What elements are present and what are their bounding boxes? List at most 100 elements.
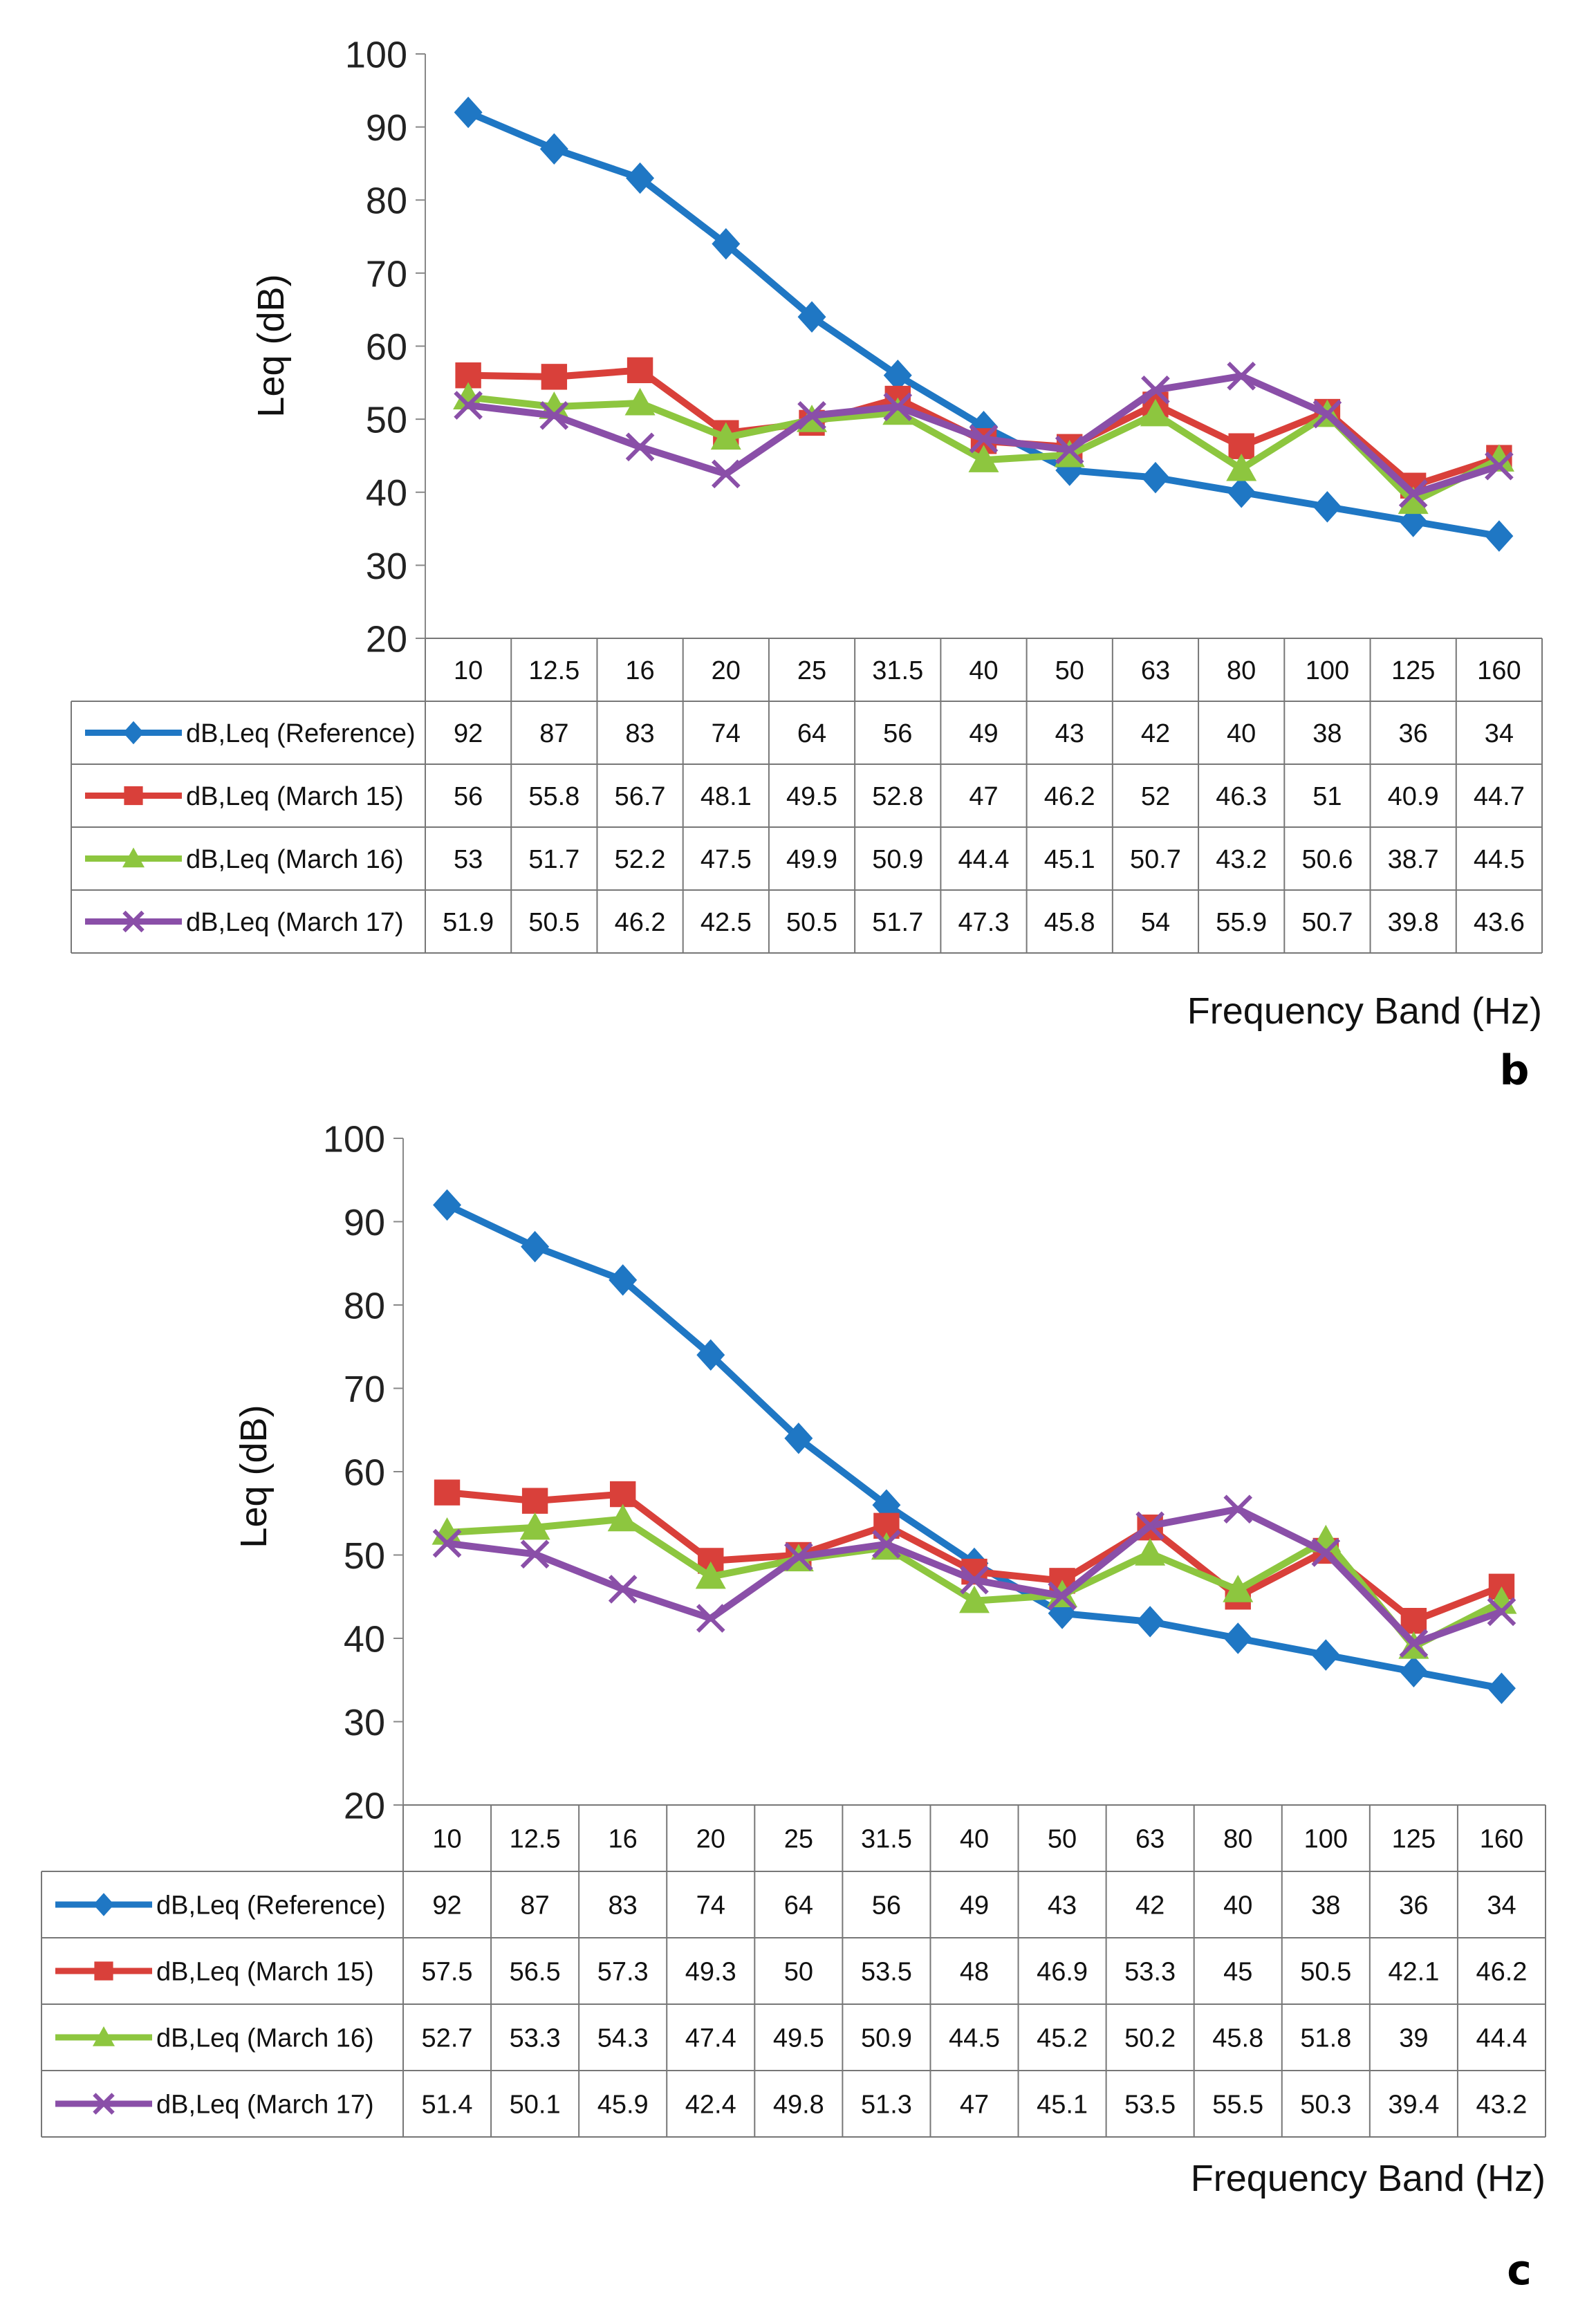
- table-value-cell: 51.4: [422, 2091, 473, 2120]
- table-value-cell: 46.3: [1216, 782, 1267, 811]
- y-tick-label: 70: [366, 253, 407, 295]
- x-category-label: 40: [960, 1825, 989, 1854]
- data-point: [454, 96, 483, 129]
- table-value-cell: 50.5: [528, 908, 579, 937]
- panel-label: b: [1500, 1046, 1530, 1095]
- table-value-cell: 43: [1055, 719, 1084, 748]
- table-value-cell: 50.7: [1130, 845, 1181, 874]
- table-value-cell: 53.3: [510, 2024, 561, 2053]
- data-point: [454, 391, 483, 420]
- y-tick-label: 60: [366, 326, 407, 368]
- table-value-cell: 53.5: [1124, 2091, 1176, 2120]
- x-category-label: 125: [1392, 1825, 1436, 1854]
- table-value-cell: 38.7: [1388, 845, 1439, 874]
- table-value-cell: 54: [1141, 908, 1170, 937]
- x-category-label: 10: [432, 1825, 461, 1854]
- table-value-cell: 34: [1485, 719, 1514, 748]
- data-point: [627, 357, 653, 384]
- table-value-cell: 50.5: [1300, 1958, 1351, 1987]
- table-value-cell: 52.2: [615, 845, 666, 874]
- table-value-cell: 54.3: [597, 2024, 649, 2053]
- data-point: [1312, 491, 1342, 523]
- data-point: [1226, 453, 1257, 481]
- y-tick-label: 80: [366, 180, 407, 222]
- x-category-label: 80: [1227, 656, 1256, 685]
- y-tick-label: 40: [344, 1618, 385, 1660]
- y-tick-label: 50: [366, 400, 407, 441]
- table-value-cell: 51.7: [528, 845, 579, 874]
- legend-key-marker: [93, 2026, 115, 2046]
- x-category-label: 160: [1480, 1825, 1523, 1854]
- data-point: [1141, 461, 1170, 494]
- table-value-cell: 45.8: [1212, 2024, 1263, 2053]
- data-point: [434, 1479, 461, 1506]
- table-value-cell: 52.7: [422, 2024, 473, 2053]
- legend-key-marker: [122, 721, 145, 745]
- data-point: [882, 397, 913, 425]
- data-point: [1485, 451, 1514, 481]
- data-point: [624, 387, 656, 416]
- data-point: [797, 301, 826, 333]
- table-value-cell: 45.1: [1044, 845, 1095, 874]
- table-value-cell: 50.2: [1124, 2024, 1176, 2053]
- table-value-cell: 40: [1223, 1891, 1252, 1920]
- data-point: [539, 401, 569, 430]
- table-value-cell: 56.7: [615, 782, 666, 811]
- data-point: [1312, 399, 1342, 429]
- table-value-cell: 83: [625, 719, 654, 748]
- table-value-cell: 42: [1135, 1891, 1164, 1920]
- table-value-cell: 50.3: [1300, 2091, 1351, 2120]
- table-value-cell: 51.7: [872, 908, 923, 937]
- data-table: [41, 1804, 1546, 2138]
- x-category-label: 50: [1048, 1825, 1077, 1854]
- y-axis-title: Leq (dB): [250, 274, 292, 417]
- table-value-cell: 46.2: [1476, 1958, 1527, 1987]
- table-value-cell: 55.8: [528, 782, 579, 811]
- x-axis-title: Frequency Band (Hz): [1187, 990, 1542, 1032]
- table-value-cell: 47.3: [958, 908, 1010, 937]
- table-value-cell: 51.8: [1300, 2024, 1351, 2053]
- data-point: [1227, 476, 1256, 508]
- data-point: [1048, 1581, 1077, 1611]
- x-category-label: 25: [797, 656, 826, 685]
- table-value-cell: 50.7: [1301, 908, 1353, 937]
- data-point: [1483, 444, 1514, 472]
- x-category-label: 31.5: [861, 1825, 912, 1854]
- data-table: [71, 638, 1543, 954]
- table-value-cell: 46.9: [1037, 1958, 1088, 1987]
- data-point: [696, 1339, 725, 1371]
- y-tick-label: 40: [366, 472, 407, 514]
- data-point: [1140, 398, 1171, 427]
- table-value-cell: 64: [784, 1891, 813, 1920]
- x-axis-title: Frequency Band (Hz): [1191, 2158, 1546, 2199]
- data-point: [960, 1565, 989, 1595]
- table-value-cell: 50.9: [872, 845, 923, 874]
- legend-label: dB,Leq (Reference): [186, 719, 416, 748]
- series-4-group: [454, 361, 1514, 508]
- table-value-cell: 48: [960, 1958, 989, 1987]
- data-point: [1223, 1575, 1254, 1602]
- table-value-cell: 56.5: [510, 1958, 561, 1987]
- x-category-label: 80: [1223, 1825, 1252, 1854]
- x-category-label: 31.5: [872, 656, 923, 685]
- table-value-cell: 47: [969, 782, 998, 811]
- data-point: [1311, 1639, 1340, 1671]
- y-tick-label: 20: [344, 1785, 385, 1826]
- chart-b-svg: 20 30 40 50 60 70 80 90 100 Leq (dB) 10 12.5 16 20 25 3…: [71, 34, 1543, 1095]
- x-category-label: 12.5: [528, 656, 579, 685]
- data-point: [1399, 1629, 1429, 1658]
- table-value-cell: 42.5: [700, 908, 752, 937]
- table-value-cell: 43.2: [1216, 845, 1267, 874]
- table-value-cell: 46.2: [1044, 782, 1095, 811]
- data-point: [1223, 1494, 1253, 1524]
- table-value-cell: 74: [696, 1891, 725, 1920]
- data-point: [710, 422, 741, 450]
- x-category-label: 12.5: [510, 1825, 561, 1854]
- table-value-cell: 38: [1311, 1891, 1340, 1920]
- data-point: [520, 1539, 550, 1569]
- table-value-cell: 45.1: [1037, 2091, 1088, 2120]
- panel-label: c: [1507, 2246, 1532, 2295]
- y-tick-label: 30: [366, 546, 407, 587]
- data-point: [625, 432, 655, 462]
- x-category-label: 20: [712, 656, 741, 685]
